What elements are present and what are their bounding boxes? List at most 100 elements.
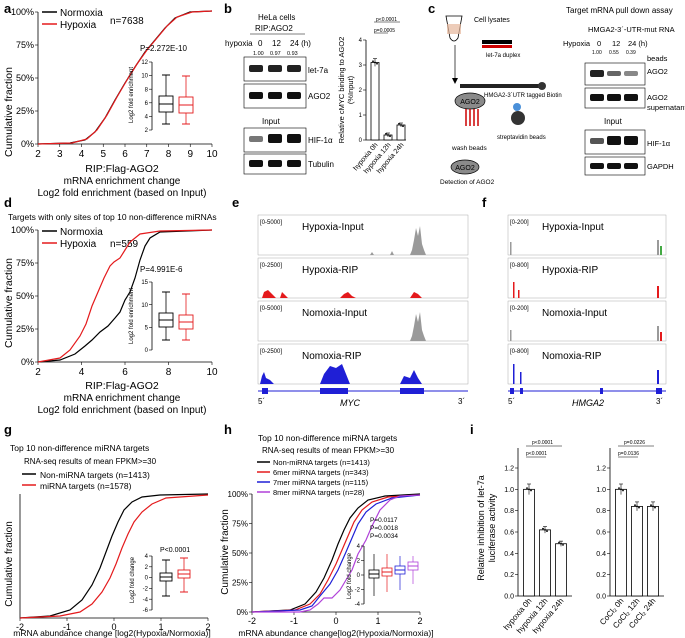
inset-y-ticks: 12 10 8 6 4 2 (141, 60, 152, 134)
p-value: P=2.272E-10 (140, 44, 187, 53)
time-12-c: 12 (612, 39, 620, 48)
ratio-24-c: 0.39 (626, 50, 636, 56)
track-f-range-1: [0-200] (510, 220, 529, 226)
bar-y-label-2: (%Input) (346, 75, 355, 104)
band-hif1a: HIF-1α (308, 136, 333, 145)
y-axis-label-g: Cumulative fraction (4, 521, 15, 607)
bar-hypoxia-24h (396, 124, 406, 141)
p-value-d: P=4.991E-6 (140, 265, 183, 274)
x-axis-label-1: RIP:Flag-AGO2 (85, 163, 159, 175)
track-f-range-2: [0-800] (510, 263, 529, 269)
track-label-4: Nomoxia-RIP (302, 351, 362, 362)
track-f-hypoxia-input (507, 214, 667, 256)
ratio-0-c: 1.00 (592, 50, 602, 56)
y-axis-label-h: Cumulative fraction (220, 509, 231, 595)
a-x-tick-label: 2 (35, 149, 41, 160)
cdf-normoxia-d (37, 229, 213, 363)
band-ago2: AGO2 (308, 92, 331, 101)
gene-hmga2: HMGA2 (572, 398, 604, 408)
data-point (652, 505, 654, 508)
bar-cocl2-24h (647, 505, 659, 597)
five-prime-e: 5´ (258, 397, 265, 406)
supernatant-label: supernatant (647, 103, 685, 112)
d-x-tick-label: 10 (206, 367, 218, 378)
b_bar-y-tick-label: 4 (359, 38, 363, 44)
step-beads: streptavidin beads (497, 135, 546, 141)
inset-y-label-h: Log2 fold change (347, 552, 353, 599)
x-axis-label-3-d: Log2 fold enrichment (based on Input) (38, 405, 207, 416)
gene-myc: MYC (340, 398, 361, 408)
a-x-tick-label: 3 (57, 149, 63, 160)
track-f-nomoxia-input (507, 300, 667, 342)
panel-label-d: d (4, 195, 12, 210)
panel-h: Top 10 non-difference miRNA targets RNA-… (220, 433, 434, 638)
panel-label-f: f (482, 195, 487, 210)
step-utr: HMGA2-3´UTR tagged Biotin (484, 93, 562, 99)
track-range-3: [0-5000] (260, 306, 282, 312)
h-y-tick-label: 75% (232, 519, 248, 528)
data-point (636, 505, 638, 508)
data-point (530, 489, 532, 492)
x-axis-label-3: Log2 fold enrichment (based on Input) (38, 188, 207, 199)
a-x-tick-label: 5 (100, 149, 106, 160)
input-label: Input (262, 117, 281, 126)
track-f-nomoxia-rip (507, 343, 667, 385)
pval-7mer: P=0.0018 (370, 525, 398, 532)
a-inset-y-tick-label: 6 (145, 101, 149, 107)
pval-6mer: P=0.0117 (370, 517, 398, 524)
rip-label: RIP:AGO2 (255, 24, 293, 33)
g-inset-y-tick-label: 2 (145, 565, 149, 571)
legend-mirna-g: miRNA targets (n=1578) (40, 481, 132, 491)
h-y-tick-label: 25% (232, 578, 248, 587)
track-hypoxia-rip (257, 257, 469, 299)
track-label-1: Hypoxia-Input (302, 222, 364, 233)
i_right-y-tick-label: 0.4 (596, 551, 606, 558)
d-y-tick-label: 0% (21, 357, 34, 367)
panel-b-bar-chart: Relative cMYC binding to AGO2 (%Input) 0… (337, 17, 406, 175)
legend-normoxia: Normoxia (60, 8, 103, 19)
i_left-y-tick-label: 1.0 (504, 487, 514, 494)
i_left-y-tick-label: 0.2 (504, 572, 514, 579)
data-point (374, 61, 376, 64)
boxplot-non-mirna-h (368, 554, 380, 596)
data-point (558, 541, 560, 544)
track-nomoxia-rip (257, 343, 469, 385)
a-y-tick-label: 75% (16, 40, 34, 50)
g-x-tick-label: -1 (63, 622, 71, 632)
inset-y-label-g: Log2 fold change (130, 556, 136, 603)
a-inset-y-tick-label: 12 (141, 60, 148, 66)
track-f-range-4: [0-800] (510, 349, 529, 355)
data-point (398, 122, 400, 125)
band-ago2-c: AGO2 (647, 67, 668, 76)
boxplot-7mer-h (394, 556, 406, 590)
y-ticks: 0% 25% 50% 75% 100% (11, 7, 38, 149)
a-y-tick-label: 0% (21, 139, 34, 149)
panel-g-title: Top 10 non-difference miRNA targets (10, 443, 149, 453)
data-point (402, 125, 404, 128)
bars (370, 58, 406, 141)
panel-label-h: h (224, 422, 232, 437)
legend-non-mirna-h: Non-miRNA targets (n=1413) (273, 458, 370, 467)
g-inset-y-tick-label: -2 (143, 587, 149, 593)
track-f-hypoxia-rip (507, 257, 667, 299)
panel-f-tracks: [0-200] Hypoxia-Input [0-800] Hypoxia-RI… (507, 214, 667, 408)
data-point (634, 504, 636, 507)
bar-cocl2-0h (615, 488, 627, 597)
legend-hypoxia-d: Hypoxia (60, 239, 97, 250)
cdf-hypoxia (37, 10, 213, 145)
panel-d: Targets with only sites of top 10 non-di… (3, 212, 218, 416)
i_left-y-tick-label: 0.0 (504, 593, 514, 600)
b_bar-y-tick-label: 1 (359, 113, 363, 119)
time-24-c: 24 (h) (628, 39, 648, 48)
hypoxia-label: hypoxia (225, 39, 253, 48)
d-y-tick-label: 50% (16, 291, 34, 301)
i_right-y-tick-label: 0.0 (596, 593, 606, 600)
g-x-tick-label: -2 (16, 622, 24, 632)
pval-2: p=0.0005 (374, 28, 395, 34)
panel-g: Top 10 non-difference miRNA targets RNA-… (4, 443, 211, 638)
blot-title-2: HMGA2-3´-UTR-mut RNA (588, 25, 675, 34)
legend-non-mirna-g: Non-miRNA targets (n=1413) (40, 470, 150, 480)
legend-6mer-h: 6mer miRNA targets (n=343) (273, 468, 369, 477)
